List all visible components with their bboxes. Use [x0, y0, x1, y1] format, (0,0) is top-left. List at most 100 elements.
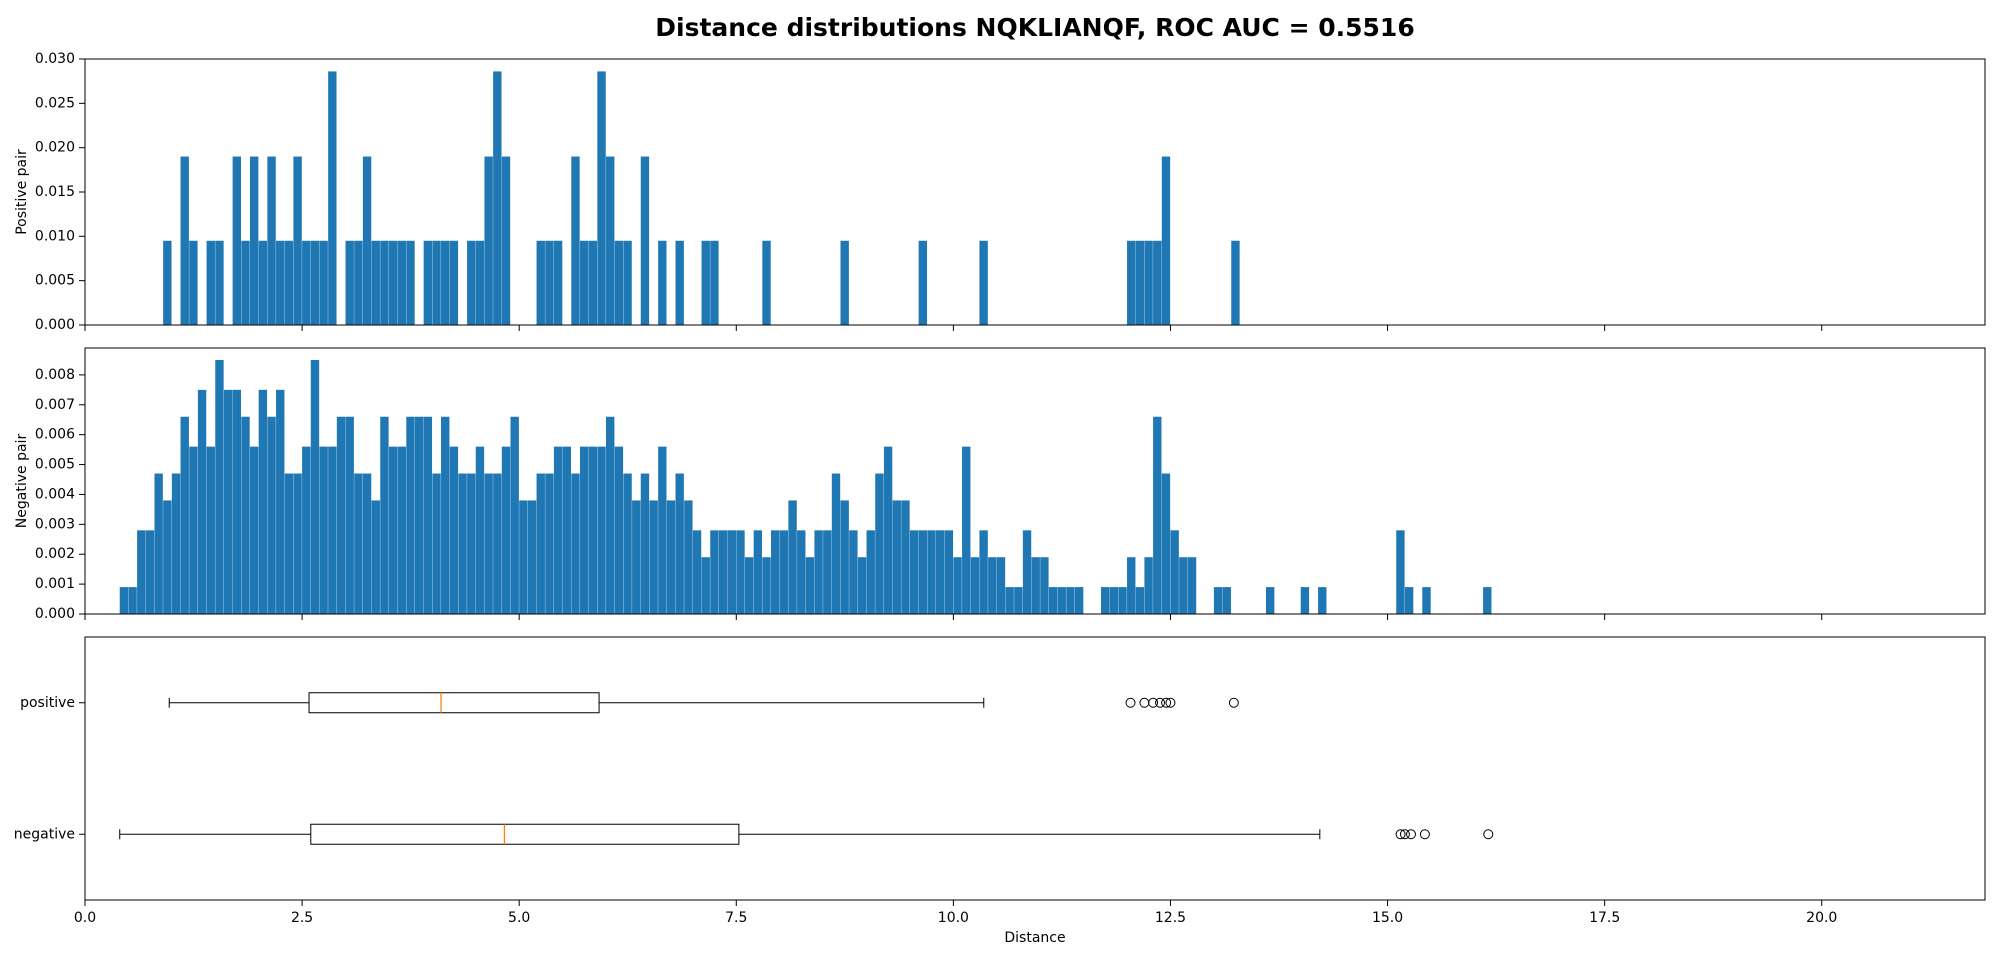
- histogram-bar: [336, 416, 346, 614]
- histogram-bar: [145, 530, 155, 614]
- histogram-bar: [892, 500, 901, 614]
- histogram-bar: [536, 473, 545, 614]
- histogram-bar: [1118, 587, 1127, 614]
- y-axis-label: Negative pair: [14, 434, 30, 529]
- y-tick-label: 0.006: [35, 427, 75, 443]
- histogram-bar: [1231, 240, 1240, 325]
- histogram-bar: [406, 416, 415, 614]
- histogram-bar: [258, 389, 268, 614]
- histogram-bar: [137, 530, 146, 614]
- histogram-bar: [849, 530, 858, 614]
- histogram-bar: [1161, 473, 1171, 614]
- histogram-bar: [1483, 587, 1492, 614]
- histogram-bar: [1170, 530, 1179, 614]
- y-tick-label: 0.025: [35, 95, 75, 111]
- y-tick-label: 0.005: [35, 273, 75, 289]
- histogram-bar: [1022, 530, 1032, 614]
- histogram-bar: [614, 240, 624, 325]
- histogram-bar: [501, 156, 511, 325]
- histogram-bar: [215, 359, 224, 614]
- histogram-bar: [1031, 557, 1040, 614]
- histogram-bar: [189, 240, 198, 325]
- histogram-bar: [718, 530, 728, 614]
- histogram-bar: [588, 446, 598, 614]
- histogram-bar: [909, 530, 919, 614]
- box: [308, 692, 600, 714]
- histogram-bar: [875, 473, 884, 614]
- histogram-bar: [484, 156, 493, 325]
- histogram-bar: [814, 530, 823, 614]
- histogram-bar: [545, 473, 554, 614]
- histogram-bar: [414, 416, 424, 614]
- histogram-bar: [406, 240, 415, 325]
- histogram-bar: [1153, 240, 1162, 325]
- histogram-bar: [1396, 530, 1405, 614]
- histogram-bar: [1135, 587, 1145, 614]
- histogram-bar: [753, 530, 763, 614]
- x-tick-label: 0.0: [74, 910, 96, 926]
- histogram-bar: [1048, 587, 1058, 614]
- histogram-bar: [241, 416, 250, 614]
- x-tick-label: 7.5: [725, 910, 747, 926]
- histogram-bar: [319, 240, 328, 325]
- flier: [1406, 829, 1417, 840]
- histogram-bar: [163, 500, 172, 614]
- histogram-bar: [449, 240, 459, 325]
- histogram-bar: [1040, 557, 1049, 614]
- histogram-bar: [180, 156, 189, 325]
- flier: [1161, 697, 1172, 708]
- histogram-bar: [475, 446, 485, 614]
- histogram-bar: [918, 240, 928, 325]
- histogram-bar: [979, 530, 988, 614]
- histogram-bar: [319, 446, 328, 614]
- histogram-bar: [1222, 587, 1231, 614]
- histogram-bar: [649, 500, 658, 614]
- histogram-bar: [310, 240, 320, 325]
- histogram-bar: [215, 240, 224, 325]
- histogram-bar: [449, 446, 459, 614]
- histogram-bar: [962, 446, 971, 614]
- y-tick-label: 0.001: [35, 576, 75, 592]
- flier: [1483, 829, 1494, 840]
- histogram-bar: [1100, 587, 1110, 614]
- histogram-bar: [710, 530, 719, 614]
- x-tick-label: 17.5: [1589, 910, 1620, 926]
- y-tick-label: 0.010: [35, 228, 75, 244]
- histogram-bar: [1144, 240, 1153, 325]
- histogram-bar: [1161, 156, 1171, 325]
- histogram-bar: [1422, 587, 1431, 614]
- histogram-bar: [658, 446, 667, 614]
- histogram-bar: [840, 500, 849, 614]
- histogram-bar: [1057, 587, 1066, 614]
- histogram-bar: [606, 416, 615, 614]
- histogram-bar: [918, 530, 928, 614]
- histogram-bar: [623, 473, 632, 614]
- histogram-bar: [276, 389, 285, 614]
- histogram-bar: [362, 156, 372, 325]
- histogram-bar: [441, 416, 450, 614]
- histogram-bar: [232, 389, 242, 614]
- y-tick-label: positive: [20, 695, 75, 711]
- histogram-bar: [354, 240, 363, 325]
- histogram-bar: [988, 557, 997, 614]
- histogram-bar: [501, 446, 511, 614]
- histogram-bar: [640, 473, 650, 614]
- histogram-bar: [249, 156, 259, 325]
- histogram-bar: [397, 240, 406, 325]
- flier: [1125, 697, 1136, 708]
- histogram-bar: [223, 389, 233, 614]
- histogram-bar: [571, 156, 580, 325]
- histogram-bar: [1187, 557, 1197, 614]
- histogram-bar: [163, 240, 172, 325]
- histogram-bar: [970, 557, 980, 614]
- y-tick-label: 0.004: [35, 486, 75, 502]
- flier: [1155, 697, 1166, 708]
- x-tick-label: 12.5: [1155, 910, 1186, 926]
- histogram-bar: [432, 473, 441, 614]
- histogram-bar: [857, 557, 867, 614]
- flier: [1228, 697, 1239, 708]
- histogram-bar: [293, 156, 302, 325]
- histogram-bar: [762, 557, 771, 614]
- histogram-bar: [380, 416, 389, 614]
